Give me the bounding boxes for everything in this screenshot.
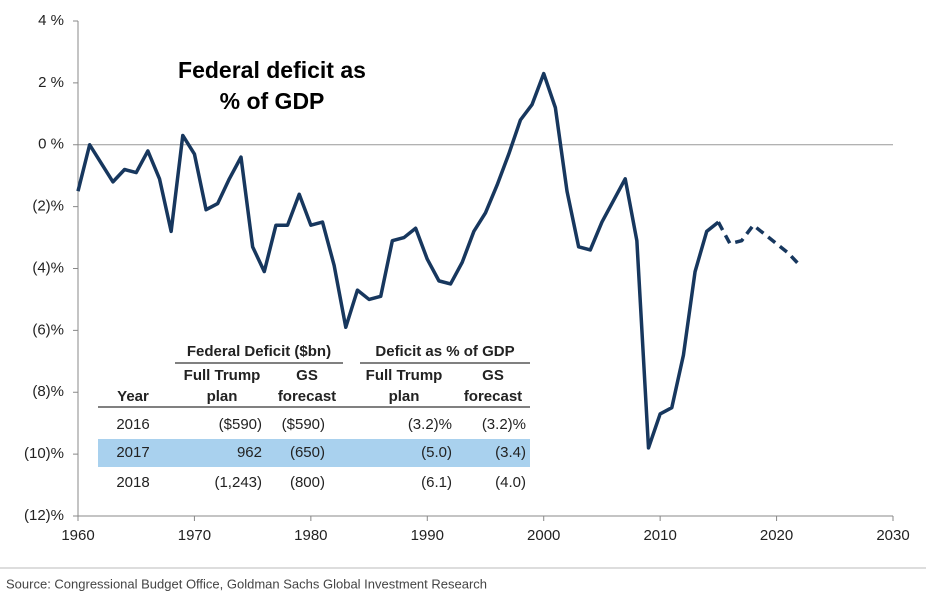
table-cell: 2017: [116, 444, 149, 461]
y-tick-label: 0 %: [38, 136, 64, 153]
table-cell: 962: [237, 444, 262, 461]
table-cell: 2018: [116, 474, 149, 491]
table-cell: ($590): [219, 416, 262, 433]
table-cell: (4.0): [495, 474, 526, 491]
chart-title: % of GDP: [220, 88, 325, 114]
y-tick-label: (4)%: [32, 259, 64, 276]
y-tick-label: (6)%: [32, 321, 64, 338]
x-tick-label: 1980: [294, 527, 327, 544]
line-series: [716, 221, 802, 267]
table-cell: (5.0): [421, 444, 452, 461]
y-tick-label: (12)%: [24, 507, 64, 524]
table-cell: 2016: [116, 416, 149, 433]
x-tick-label: 1970: [178, 527, 211, 544]
x-tick-label: 2010: [643, 527, 676, 544]
x-tick-label: 2020: [760, 527, 793, 544]
column-header: forecast: [278, 388, 336, 405]
column-header: Full Trump: [366, 367, 443, 384]
group-header: Deficit as % of GDP: [375, 343, 514, 360]
column-header: Year: [117, 388, 149, 405]
x-tick-label: 2030: [876, 527, 909, 544]
x-tick-label: 1990: [411, 527, 444, 544]
table-cell: (1,243): [214, 474, 262, 491]
y-tick-label: (8)%: [32, 383, 64, 400]
chart-title: Federal deficit as: [178, 57, 366, 83]
x-tick-label: 1960: [61, 527, 94, 544]
source: Source: Congressional Budget Office, Gol…: [6, 576, 487, 591]
y-tick-label: (2)%: [32, 198, 64, 215]
y-tick-label: 4 %: [38, 12, 64, 29]
column-header: GS: [482, 367, 504, 384]
table-cell: ($590): [282, 416, 325, 433]
column-header: plan: [389, 388, 420, 405]
column-header: forecast: [464, 388, 522, 405]
line-series: [76, 71, 720, 450]
column-header: Full Trump: [184, 367, 261, 384]
column-header: GS: [296, 367, 318, 384]
column-header: plan: [207, 388, 238, 405]
x-tick-label: 2000: [527, 527, 560, 544]
table-cell: (650): [290, 444, 325, 461]
y-tick-label: 2 %: [38, 74, 64, 91]
y-tick-label: (10)%: [24, 445, 64, 462]
table-cell: (3.2)%: [482, 416, 526, 433]
table-cell: (3.4): [495, 444, 526, 461]
row-highlight: [98, 439, 530, 467]
group-header: Federal Deficit ($bn): [187, 343, 331, 360]
table-cell: (3.2)%: [408, 416, 452, 433]
table-cell: (800): [290, 474, 325, 491]
table-cell: (6.1): [421, 474, 452, 491]
